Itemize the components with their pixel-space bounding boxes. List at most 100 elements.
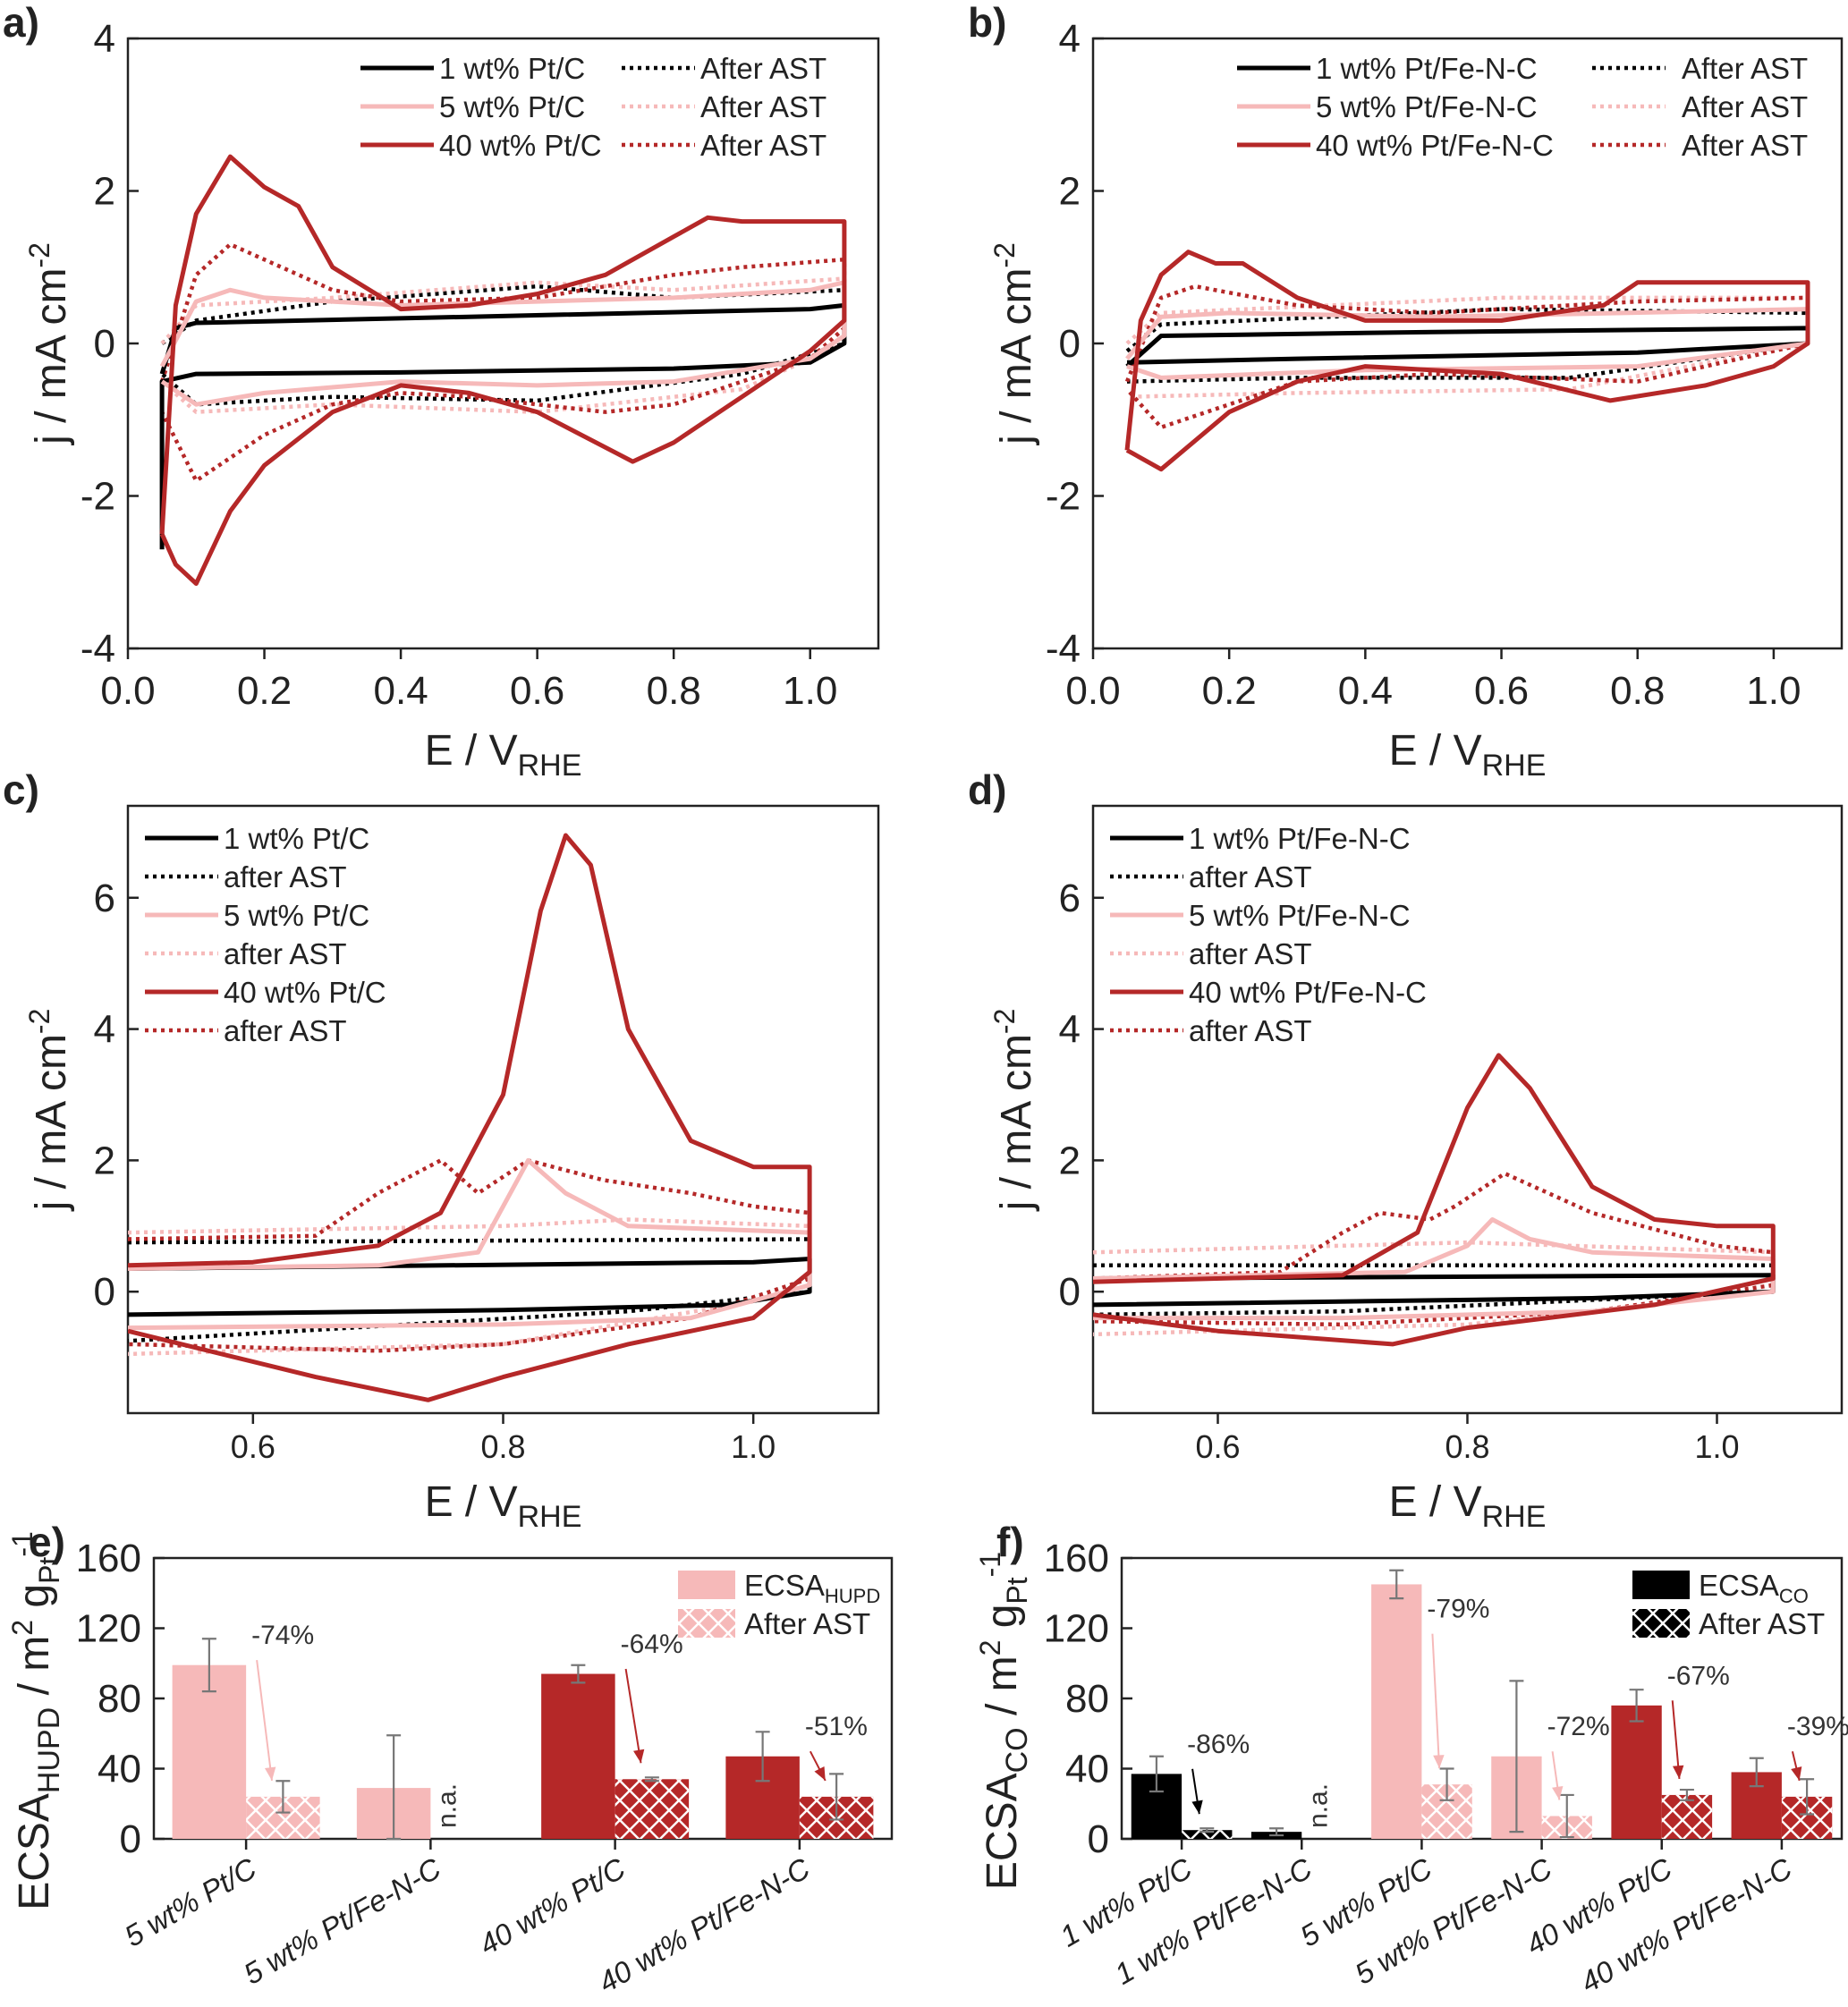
y-axis-label: j / mA cm-2 xyxy=(23,1009,75,1213)
legend-label: after AST xyxy=(1189,1014,1312,1047)
error-bar xyxy=(571,1664,586,1684)
x-axis-label-main: E / V xyxy=(425,1478,518,1526)
error-bar xyxy=(1509,1680,1524,1833)
na-label: n.a. xyxy=(1303,1783,1333,1828)
x-tick-label: 0.6 xyxy=(1474,669,1529,713)
legend-label-sub: HUPD xyxy=(825,1585,880,1607)
percent-change-label: -67% xyxy=(1667,1661,1730,1690)
panel-a: a) -4 -2 0 2 4 0.0 0.2 0.4 0.6 0.8 1.0 E / VRHE j / m… xyxy=(3,0,880,783)
category-label: 5 wt% Pt/C xyxy=(119,1850,263,1952)
y-tick-label: 40 xyxy=(97,1748,141,1791)
x-axis-label-sub: RHE xyxy=(1482,749,1547,783)
legend-label: 1 wt% Pt/C xyxy=(224,822,369,855)
legend-label: After AST xyxy=(744,1607,870,1640)
percent-change-label: -64% xyxy=(621,1630,683,1659)
error-bar xyxy=(755,1731,770,1783)
legend-label-main: After AST xyxy=(1699,1607,1825,1640)
y-axis-label: j / mA cm-2 xyxy=(988,242,1040,446)
legend-label: 5 wt% Pt/C xyxy=(224,899,369,932)
x-axis-label: E / VRHE xyxy=(1389,1478,1547,1534)
y-tick-label: -4 xyxy=(1046,627,1081,671)
x-axis-label-main: E / V xyxy=(1389,1478,1482,1526)
y-axis-label: j / mA cm-2 xyxy=(23,242,75,446)
y-axis-label-sup: 2 xyxy=(6,1620,38,1636)
legend-label: ECSAHUPD xyxy=(744,1569,880,1607)
plot-frame xyxy=(126,804,880,1415)
x-axis-label-main: E / V xyxy=(1389,727,1482,775)
error-bar xyxy=(201,1638,216,1693)
x-tick-label: 1.0 xyxy=(731,1428,776,1465)
error-bar xyxy=(1679,1788,1694,1801)
y-axis-label-sup: -2 xyxy=(988,1009,1021,1034)
y-tick-label: 80 xyxy=(97,1677,141,1721)
x-axis-label: E / VRHE xyxy=(1389,727,1547,783)
cv-curve-c40-solid xyxy=(159,154,847,586)
x-tick-label: 0.8 xyxy=(480,1428,525,1465)
y-axis-label-sub: HUPD xyxy=(32,1707,66,1793)
legend-swatch-hatch xyxy=(1632,1609,1690,1638)
arrow-head-icon xyxy=(1191,1800,1203,1815)
y-axis-label-sub2: Pt xyxy=(1001,1577,1033,1604)
y-axis-label-sub2: Pt xyxy=(33,1557,65,1584)
y-tick-label: 0 xyxy=(94,322,115,366)
legend-label: After AST xyxy=(700,52,827,85)
legend-label-main: ECSA xyxy=(1699,1569,1779,1602)
error-bar xyxy=(1629,1689,1644,1723)
legend-label: 40 wt% Pt/C xyxy=(224,976,386,1009)
cv-curve-c40-solid xyxy=(1124,250,1810,472)
decrease-arrow xyxy=(256,1660,273,1782)
y-tick-label: 2 xyxy=(1059,170,1081,214)
category-label: 40 wt% Pt/C xyxy=(473,1850,632,1960)
arrow-head-icon xyxy=(1433,1755,1445,1769)
y-tick-label: 2 xyxy=(94,170,115,214)
error-bar xyxy=(386,1734,402,1841)
bar-initial xyxy=(1371,1584,1422,1839)
y-tick-label: 160 xyxy=(1044,1537,1109,1580)
panel-label: f) xyxy=(996,1519,1024,1565)
legend-label: After AST xyxy=(1682,129,1808,162)
x-tick-label: 0.6 xyxy=(510,669,564,713)
error-bar xyxy=(1269,1827,1284,1837)
legend-label: 40 wt% Pt/C xyxy=(439,129,602,162)
legend-label-main: ECSA xyxy=(744,1569,825,1602)
legend-swatch-hatch xyxy=(678,1609,735,1638)
legend-label: After AST xyxy=(1682,90,1808,123)
y-axis-label-main: j / mA cm xyxy=(28,268,75,446)
y-tick-label: 4 xyxy=(1059,1008,1081,1052)
y-axis-label-sup: -2 xyxy=(23,242,55,267)
y-axis-label: j / mA cm-2 xyxy=(988,1009,1040,1213)
y-tick-label: 4 xyxy=(94,1008,115,1052)
decrease-arrow xyxy=(1431,1633,1441,1769)
percent-change-label: -72% xyxy=(1547,1712,1610,1741)
y-axis-label-rest2: g xyxy=(979,1605,1026,1640)
bar-after-ast-hatch xyxy=(1182,1830,1233,1839)
legend-label: After AST xyxy=(1699,1607,1825,1640)
cv-curve-c40-dotted xyxy=(159,241,847,483)
legend-label: ECSACO xyxy=(1699,1569,1809,1607)
panel-label: d) xyxy=(968,766,1006,813)
y-axis-label-main: j / mA cm xyxy=(993,268,1040,446)
arrow-head-icon xyxy=(633,1749,645,1764)
error-bar xyxy=(1149,1755,1164,1793)
error-bar xyxy=(1439,1767,1454,1801)
y-axis-label-sup: 2 xyxy=(974,1640,1006,1656)
y-tick-label: 4 xyxy=(1059,17,1081,61)
x-tick-label: 0.2 xyxy=(1202,669,1257,713)
cv-curve-c5-dotted xyxy=(1093,1240,1776,1337)
x-axis-label-main: E / V xyxy=(425,727,518,775)
x-tick-label: 0.6 xyxy=(1195,1428,1240,1465)
x-tick-label: 1.0 xyxy=(783,669,837,713)
x-axis-label: E / VRHE xyxy=(425,1478,582,1534)
bar-initial xyxy=(1611,1705,1662,1839)
x-tick-label: 1.0 xyxy=(1694,1428,1739,1465)
y-tick-label: 6 xyxy=(1059,876,1081,920)
legend-label: after AST xyxy=(224,937,347,970)
arrow-head-icon xyxy=(1791,1766,1802,1781)
legend-label: After AST xyxy=(700,90,827,123)
y-axis-label-sub: CO xyxy=(1000,1727,1034,1773)
y-tick-label: -4 xyxy=(81,627,115,671)
arrow-head-icon xyxy=(1672,1765,1684,1779)
y-axis-label-main: j / mA cm xyxy=(28,1034,75,1212)
y-tick-label: 2 xyxy=(94,1139,115,1182)
